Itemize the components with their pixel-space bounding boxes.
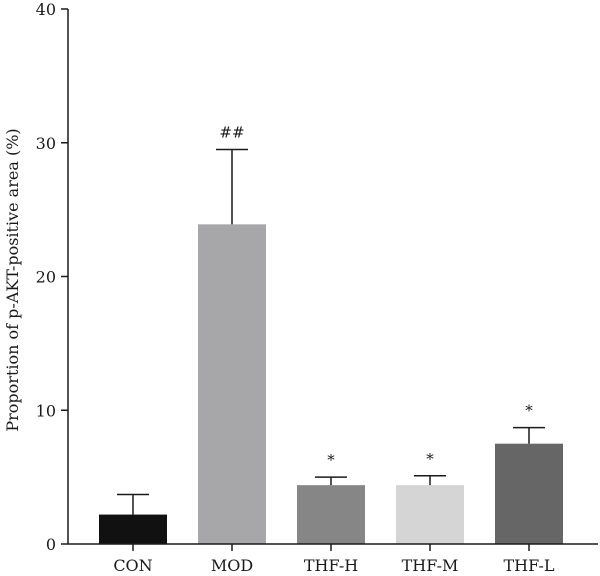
x-tick-label-2: THF-H [304, 556, 358, 575]
error-bars-group [117, 148, 545, 515]
annotation-2: * [327, 451, 335, 469]
bar-1 [198, 224, 266, 544]
y-tick-label-3: 30 [36, 134, 56, 153]
bars-group [99, 224, 563, 544]
bar-3 [396, 485, 464, 544]
bar-4 [495, 443, 563, 544]
annotation-1: ## [219, 123, 244, 141]
annotations-group: ## * * * [219, 123, 533, 469]
bar-0 [99, 514, 167, 544]
y-axis-title: Proportion of p-AKT-positive area (%) [3, 128, 22, 431]
x-tick-label-3: THF-M [402, 556, 459, 575]
x-tick-label-0: CON [113, 556, 152, 575]
annotation-4: * [525, 402, 533, 420]
y-tick-label-4: 40 [36, 0, 56, 19]
x-axis: CON MOD THF-H THF-M THF-L [68, 543, 598, 575]
y-tick-label-2: 20 [36, 268, 56, 287]
bar-2 [297, 485, 365, 544]
y-tick-label-1: 10 [36, 401, 56, 420]
annotation-3: * [426, 450, 434, 468]
y-tick-label-0: 0 [46, 535, 56, 554]
x-tick-label-1: MOD [211, 556, 253, 575]
y-axis: 0 10 20 30 40 [36, 0, 69, 554]
x-tick-label-4: THF-L [503, 556, 554, 575]
